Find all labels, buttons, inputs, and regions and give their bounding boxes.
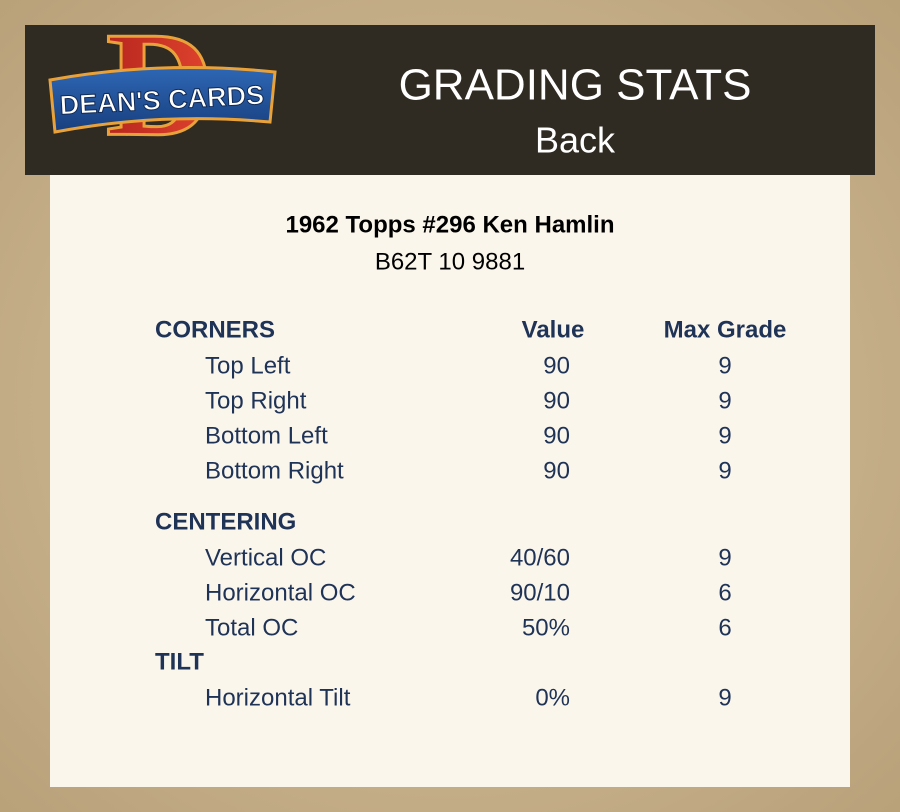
header-title: GRADING STATS [399, 61, 752, 110]
row-max-grade: 9 [718, 422, 731, 449]
row-label: Total OC [205, 614, 298, 641]
row-label: Top Left [205, 352, 291, 379]
row-label: Bottom Left [205, 422, 328, 449]
row-label: Horizontal Tilt [205, 684, 351, 711]
card-title: 1962 Topps #296 Ken Hamlin [285, 211, 614, 238]
row-max-grade: 9 [718, 684, 731, 711]
row-label: Horizontal OC [205, 579, 356, 606]
row-max-grade: 6 [718, 614, 731, 641]
row-label: Bottom Right [205, 457, 344, 484]
row-value: 40/60 [510, 544, 570, 571]
section-name: CENTERING [155, 508, 296, 535]
logo: D DEAN'S CARDS [48, 0, 277, 169]
row-max-grade: 9 [718, 387, 731, 414]
column-header: Max Grade [664, 316, 787, 343]
row-value: 50% [522, 614, 570, 641]
row-label: Top Right [205, 387, 307, 414]
row-max-grade: 6 [718, 579, 731, 606]
card-code: B62T 10 9881 [375, 248, 525, 275]
logo-ribbon [48, 66, 277, 134]
section-name: CORNERS [155, 316, 275, 343]
row-value: 0% [535, 684, 570, 711]
row-max-grade: 9 [718, 457, 731, 484]
row-value: 90 [543, 387, 570, 414]
row-value: 90/10 [510, 579, 570, 606]
row-value: 90 [543, 422, 570, 449]
grading-table: CORNERS Top Left 90 9 Top Right 90 9 Bottom Lef… [155, 316, 732, 711]
row-value: 90 [543, 352, 570, 379]
content-panel [50, 175, 850, 787]
row-max-grade: 9 [718, 352, 731, 379]
row-value: 90 [543, 457, 570, 484]
row-max-grade: 9 [718, 544, 731, 571]
column-header: Value [522, 316, 585, 343]
row-label: Vertical OC [205, 544, 326, 571]
section-name: TILT [155, 648, 204, 675]
header-subtitle: Back [535, 120, 616, 161]
